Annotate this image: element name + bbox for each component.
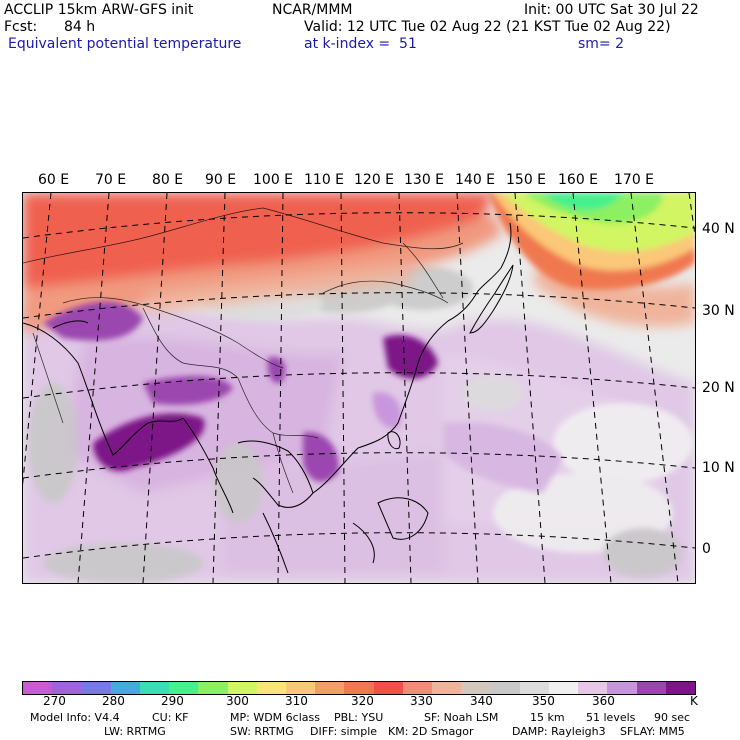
microphysics-scheme: MP: WDM 6class <box>230 711 320 724</box>
damping-option: DAMP: Rayleigh3 <box>512 725 606 738</box>
longitude-label: 70 E <box>95 172 127 188</box>
longitude-label: 160 E <box>558 172 599 188</box>
time-step: 90 sec <box>654 711 691 724</box>
colorbar-swatch <box>344 682 374 694</box>
colorbar-swatch <box>81 682 111 694</box>
colorbar-tick-label: 270 <box>43 694 66 708</box>
colorbar-swatch <box>139 682 170 694</box>
shortwave-scheme: SW: RRTMG <box>230 725 294 738</box>
colorbar-swatch <box>578 682 608 694</box>
colorbar-swatch <box>607 682 637 694</box>
northeast-green-region <box>488 193 695 290</box>
smoothing-label: sm= 2 <box>578 36 625 52</box>
longitude-label: 110 E <box>304 172 345 188</box>
valid-time: Valid: 12 UTC Tue 02 Aug 22 (21 KST Tue … <box>304 19 671 35</box>
colorbar-swatch <box>402 682 433 694</box>
longitude-label: 80 E <box>152 172 184 188</box>
vertical-levels: 51 levels <box>586 711 636 724</box>
latitude-label: 0 <box>702 541 711 557</box>
forecast-label: Fcst: <box>4 19 38 35</box>
colorbar-swatch <box>169 682 199 694</box>
colorbar-swatch <box>373 682 403 694</box>
colorbar-swatch <box>636 682 666 694</box>
longitude-label: 130 E <box>404 172 445 188</box>
colorbar-tick-label: 300 <box>226 694 249 708</box>
longitude-label: 120 E <box>354 172 395 188</box>
colorbar-swatch <box>227 682 257 694</box>
colorbar-tick-label: 290 <box>161 694 184 708</box>
colorbar-swatch <box>548 682 579 694</box>
surface-layer-option: SFLAY: MM5 <box>620 725 685 738</box>
colorbar-tick-label: 320 <box>351 694 374 708</box>
colorbar-swatch <box>461 682 491 694</box>
institution-label: NCAR/MMM <box>272 2 353 18</box>
colorbar-tick-label: 350 <box>532 694 555 708</box>
colorbar-swatch <box>198 682 228 694</box>
colorbar <box>22 681 696 695</box>
colorbar-tick-label: 310 <box>285 694 308 708</box>
km-option: KM: 2D Smagor <box>388 725 474 738</box>
field-name: Equivalent potential temperature <box>8 36 242 52</box>
colorbar-swatch <box>110 682 140 694</box>
latitude-label: 20 N <box>702 380 735 396</box>
longitude-label: 90 E <box>205 172 237 188</box>
colorbar-swatch <box>285 682 316 694</box>
init-time: Init: 00 UTC Sat 30 Jul 22 <box>524 2 699 18</box>
longitude-label: 100 E <box>253 172 294 188</box>
resolution: 15 km <box>530 711 565 724</box>
colorbar-swatch <box>490 682 520 694</box>
colorbar-tick-label: 330 <box>410 694 433 708</box>
colorbar-swatch <box>315 682 345 694</box>
colorbar-unit: K <box>690 694 698 708</box>
theta-e-map <box>23 193 695 583</box>
country-borders <box>23 207 464 494</box>
colorbar-swatch <box>256 682 286 694</box>
diffusion-option: DIFF: simple <box>310 725 378 738</box>
colorbar-swatch <box>52 682 82 694</box>
level-label: at k-index = 51 <box>304 36 417 52</box>
colorbar-tick-label: 280 <box>102 694 125 708</box>
longwave-scheme: LW: RRTMG <box>104 725 166 738</box>
cumulus-scheme: CU: KF <box>152 711 189 724</box>
model-title: ACCLIP 15km ARW-GFS init <box>4 2 194 18</box>
colorbar-tick-label: 340 <box>470 694 493 708</box>
coastlines <box>23 222 514 574</box>
colorbar-swatch <box>519 682 549 694</box>
forecast-hour: 84 h <box>64 19 96 35</box>
pbl-scheme: PBL: YSU <box>334 711 384 724</box>
colorbar-tick-label: 360 <box>592 694 615 708</box>
longitude-label: 60 E <box>38 172 70 188</box>
colorbar-swatch <box>665 682 696 694</box>
longitude-label: 170 E <box>614 172 655 188</box>
longitude-label: 140 E <box>455 172 496 188</box>
colorbar-swatch <box>432 682 462 694</box>
latitude-label: 30 N <box>702 303 735 319</box>
colorbar-swatch <box>23 682 53 694</box>
latitude-label: 40 N <box>702 221 735 237</box>
longitude-label: 150 E <box>506 172 547 188</box>
high-theta-e-cores <box>43 301 563 493</box>
latitude-label: 10 N <box>702 460 735 476</box>
model-info: Model Info: V4.4 <box>30 711 120 724</box>
map-panel <box>22 192 696 584</box>
surface-scheme: SF: Noah LSM <box>424 711 499 724</box>
